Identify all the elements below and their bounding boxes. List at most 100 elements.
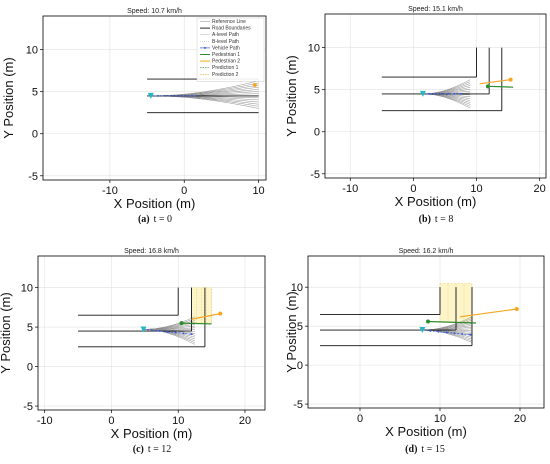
plot-frame xyxy=(42,15,267,181)
a-level-path xyxy=(143,316,195,330)
y-axis-label: Y Position (m) xyxy=(284,55,299,136)
y-tick-label: -5 xyxy=(293,399,303,411)
plot-content xyxy=(381,47,514,112)
vehicle-path-point xyxy=(174,331,177,334)
caption-text: t = 0 xyxy=(154,214,172,225)
panel-a: -10 0 10 -5 0 5 10 Speed: 10.7 km/h X Position (… xyxy=(1,8,267,225)
vehicle-path-point xyxy=(429,329,432,332)
vehicle-path-point xyxy=(179,94,182,97)
vehicle-path-point xyxy=(461,332,464,335)
pedestrian-marker xyxy=(426,319,430,324)
x-tick-label: -10 xyxy=(102,185,118,197)
plot-frame xyxy=(324,13,547,179)
y-tick-label: 10 xyxy=(308,43,320,55)
caption-text: t = 15 xyxy=(421,444,444,455)
pedestrian-marker xyxy=(179,321,184,326)
x-tick-label: 0 xyxy=(357,413,363,425)
legend-entry: Vehicle Path xyxy=(212,45,240,51)
y-tick-label: 10 xyxy=(26,45,38,57)
plot-area xyxy=(308,256,544,408)
prediction-line xyxy=(459,308,517,318)
legend-box xyxy=(196,17,265,82)
vehicle-marker xyxy=(147,92,154,99)
vehicle-path-point xyxy=(447,92,450,95)
caption-letter: (c) xyxy=(133,444,144,455)
caption-letter: (b) xyxy=(419,214,431,225)
plot-area xyxy=(38,256,265,410)
x-tick-label: 0 xyxy=(410,183,416,195)
vehicle-path-point xyxy=(445,331,448,334)
vehicle-path-point xyxy=(194,94,197,97)
vehicle-marker xyxy=(419,90,426,97)
y-tick-label: 0 xyxy=(297,360,303,372)
y-tick-label: 5 xyxy=(314,85,320,97)
y-tick-label: 5 xyxy=(32,87,38,99)
vehicle-path-point xyxy=(166,330,169,333)
vehicle-path-point xyxy=(150,329,153,332)
y-tick-label: -5 xyxy=(28,171,38,183)
vehicle-path-point xyxy=(459,92,462,95)
vehicle-path-point xyxy=(453,332,456,335)
y-axis-label: Y Position (m) xyxy=(1,57,16,138)
vehicle-marker xyxy=(419,327,426,334)
x-tick-label: 0 xyxy=(181,185,187,197)
prediction-line xyxy=(181,322,212,325)
prediction-line xyxy=(479,79,511,85)
panel-caption: (a) t = 0 xyxy=(138,214,172,225)
x-tick-label: -10 xyxy=(342,183,358,195)
pedestrian-marker xyxy=(485,84,490,89)
vehicle-path-point xyxy=(182,332,185,335)
x-tick-label: 20 xyxy=(534,183,546,195)
legend-entry: B-level Path xyxy=(212,39,239,45)
caption-text: t = 12 xyxy=(148,444,171,455)
vehicle-path-point xyxy=(434,92,437,95)
prediction-zone xyxy=(191,287,212,324)
y-tick-label: 0 xyxy=(314,127,320,139)
x-axis-label: X Position (m) xyxy=(111,426,193,441)
x-tick-label: 10 xyxy=(252,185,264,197)
vehicle-path-point xyxy=(172,94,175,97)
vehicle-path-point xyxy=(469,333,472,336)
speed-title: Speed: 10.7 km/h xyxy=(127,8,182,15)
prediction-line xyxy=(427,320,477,324)
vehicle-path-point xyxy=(190,333,193,336)
vehicle-path-point xyxy=(453,92,456,95)
x-tick-label: 10 xyxy=(470,183,482,195)
vehicle-path-point xyxy=(158,330,161,333)
vehicle-path-point xyxy=(164,94,167,97)
x-tick-label: 10 xyxy=(172,415,184,427)
plot-content xyxy=(78,287,223,348)
legend-swatch-dot xyxy=(204,46,206,49)
prediction-line xyxy=(191,313,221,320)
speed-title: Speed: 16.2 km/h xyxy=(399,248,454,255)
vehicle-path-point xyxy=(428,92,431,95)
vehicle-path-point xyxy=(157,94,160,97)
x-tick-label: 20 xyxy=(514,413,526,425)
plot-content xyxy=(320,283,519,347)
y-axis-label: Y Position (m) xyxy=(284,291,299,372)
panel-d: 0 10 20 -5 0 5 10 Speed: 16.2 km/h X Position (m… xyxy=(284,248,545,455)
panel-c: -10 0 10 20 -5 0 5 10 Speed: 16.8 km/h X Position… xyxy=(0,248,266,455)
speed-title: Speed: 15.1 km/h xyxy=(408,6,463,13)
caption-text: t = 8 xyxy=(435,214,453,225)
panel-caption: (b) t = 8 xyxy=(419,214,454,225)
plot-frame xyxy=(37,255,266,411)
legend-entry: Prediction 2 xyxy=(212,72,239,78)
pedestrian-marker xyxy=(252,82,257,87)
speed-title: Speed: 16.8 km/h xyxy=(124,248,179,255)
y-tick-label: -5 xyxy=(23,401,33,413)
pedestrian-marker xyxy=(508,77,513,82)
panel-b: -10 0 10 20 -5 0 5 10 Speed: 15.1 km/h X Position… xyxy=(284,6,547,225)
y-tick-label: -5 xyxy=(310,169,320,181)
x-axis-label: X Position (m) xyxy=(395,194,477,209)
x-tick-label: 0 xyxy=(108,415,114,427)
plot-frame xyxy=(307,255,545,409)
x-tick-label: -10 xyxy=(37,415,53,427)
plot-area xyxy=(325,14,546,178)
vehicle-marker xyxy=(140,326,147,333)
legend-entry: Pedestrian 2 xyxy=(212,59,240,65)
y-tick-label: 5 xyxy=(27,322,33,334)
vehicle-path-point xyxy=(186,94,189,97)
